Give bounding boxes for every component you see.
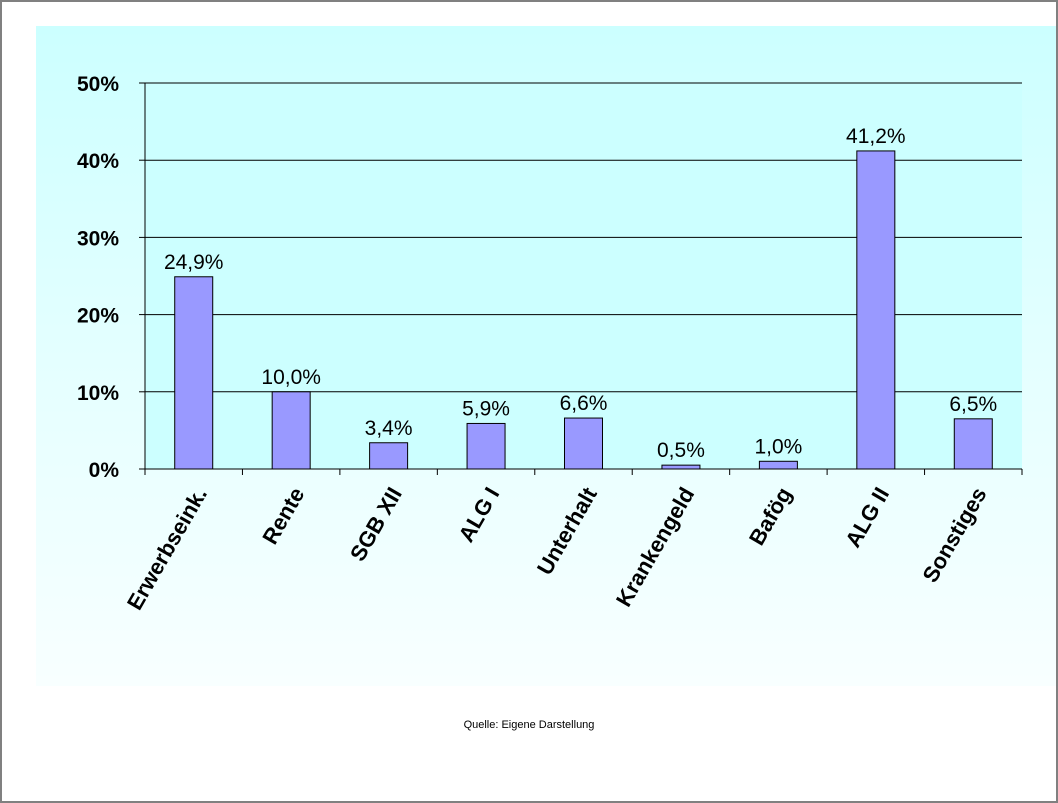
- bar: [661, 464, 701, 470]
- data-label: 6,5%: [949, 393, 997, 416]
- category-label: SGB XII: [345, 483, 407, 565]
- category-label: ALG II: [840, 483, 894, 552]
- data-label: 1,0%: [754, 435, 802, 458]
- bar: [271, 391, 311, 470]
- data-label: 41,2%: [846, 125, 906, 148]
- bar: [369, 442, 409, 470]
- category-label: Krankengeld: [611, 483, 699, 611]
- category-label: Rente: [257, 483, 309, 548]
- category-label: Unterhalt: [532, 482, 602, 579]
- y-tick-label: 40%: [77, 150, 119, 173]
- y-tick-label: 50%: [77, 73, 119, 96]
- data-label: 3,4%: [365, 417, 413, 440]
- category-label: Erwerbseink.: [122, 483, 212, 614]
- data-label: 0,5%: [657, 439, 705, 462]
- y-tick-label: 10%: [77, 382, 119, 405]
- bar: [564, 417, 603, 470]
- category-label: Sonstiges: [917, 483, 991, 587]
- y-tick-label: 20%: [77, 305, 119, 328]
- y-tick-label: 0%: [89, 459, 120, 482]
- data-label: 24,9%: [164, 251, 224, 274]
- data-label: 5,9%: [462, 397, 510, 420]
- data-label: 10,0%: [261, 366, 321, 389]
- bar: [466, 422, 506, 470]
- bar: [758, 460, 798, 470]
- data-label: 6,6%: [560, 392, 608, 415]
- category-label: ALG I: [453, 483, 504, 546]
- bar: [953, 418, 993, 470]
- source-note: Quelle: Eigene Darstellung: [463, 719, 595, 731]
- category-label: Bafög: [744, 483, 797, 549]
- bar: [174, 276, 214, 470]
- bar: [856, 150, 896, 470]
- y-tick-label: 30%: [77, 227, 119, 250]
